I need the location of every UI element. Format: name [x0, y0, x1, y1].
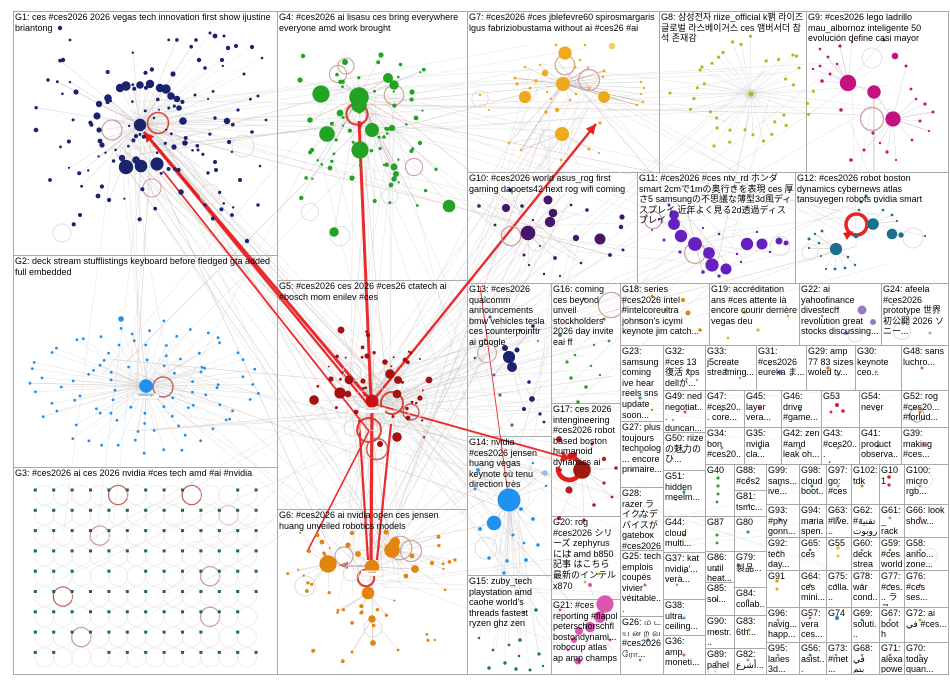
svg-text:#ces2026: #ces2026: [365, 407, 378, 411]
svg-text:nvidia: nvidia: [368, 570, 376, 574]
svg-text:stufflistings: stufflistings: [138, 393, 154, 397]
